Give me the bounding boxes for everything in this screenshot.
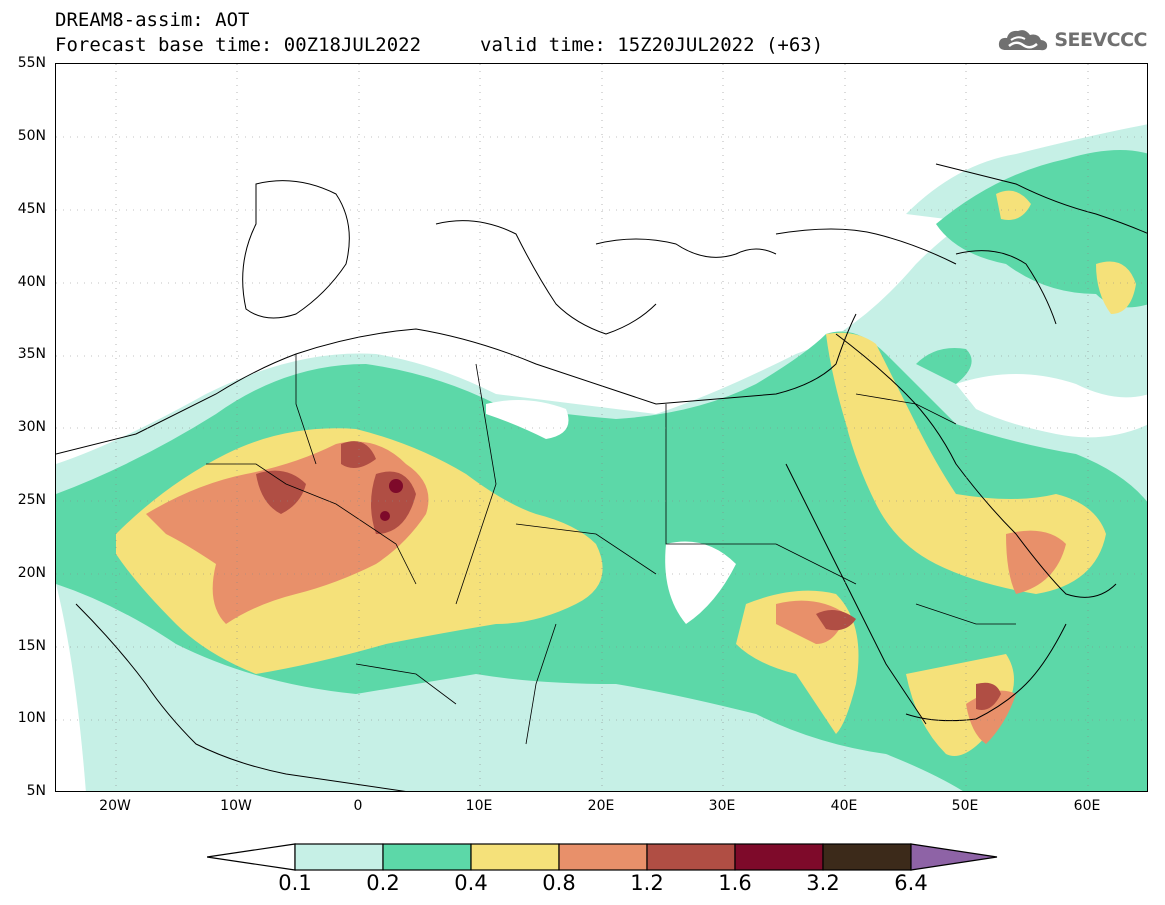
lat-label: 10N: [17, 710, 46, 726]
coastlines: [56, 163, 1147, 791]
colorbar-segment: [646, 843, 736, 871]
lon-label: 10E: [465, 798, 493, 814]
valid-time-label: valid time: 15Z20JUL2022 (+63): [480, 34, 824, 56]
lon-label: 50E: [951, 798, 979, 814]
lat-label: 20N: [17, 565, 46, 581]
lon-label: 20W: [99, 798, 131, 814]
colorbar-label: 1.2: [630, 871, 664, 895]
lat-label: 50N: [17, 128, 46, 144]
cloud-icon: [999, 30, 1048, 51]
colorbar-label: 0.8: [542, 871, 576, 895]
colorbar-segment: [294, 843, 384, 871]
colorbar-segment: [822, 843, 912, 871]
clear-areas: [486, 374, 1147, 624]
lat-label: 15N: [17, 638, 46, 654]
logo-text: SEEVCCC: [1054, 29, 1147, 51]
colorbar-label: 0.1: [278, 871, 312, 895]
lon-label: 0: [353, 798, 363, 814]
aot-level-1.6: [380, 479, 403, 521]
lat-label: 35N: [17, 346, 46, 362]
colorbar: [206, 843, 999, 875]
colorbar-segment: [558, 843, 648, 871]
lon-label: 20E: [587, 798, 615, 814]
colorbar-label: 6.4: [894, 871, 928, 895]
borders: [206, 354, 1016, 745]
lon-label: 60E: [1073, 798, 1101, 814]
seevccc-logo: SEEVCCC: [996, 26, 1147, 54]
colorbar-under-triangle: [206, 843, 296, 871]
lon-label: 10W: [220, 798, 252, 814]
colorbar-svg: [206, 843, 998, 871]
lat-label: 45N: [17, 201, 46, 217]
colorbar-segment: [734, 843, 824, 871]
lat-label: 5N: [26, 783, 46, 799]
lat-label: 30N: [17, 419, 46, 435]
map-canvas: [56, 64, 1147, 791]
colorbar-over-triangle: [910, 843, 998, 871]
aot-map: [55, 63, 1148, 792]
map-title: DREAM8-assim: AOT: [55, 9, 250, 31]
colorbar-label: 3.2: [806, 871, 840, 895]
colorbar-segment: [382, 843, 472, 871]
lon-label: 30E: [708, 798, 736, 814]
lat-label: 55N: [17, 55, 46, 71]
lon-label: 40E: [830, 798, 858, 814]
base-time-label: Forecast base time: 00Z18JUL2022: [55, 34, 422, 56]
colorbar-label: 0.2: [366, 871, 400, 895]
lat-label: 40N: [17, 274, 46, 290]
graticule: [56, 64, 1147, 791]
lat-label: 25N: [17, 492, 46, 508]
colorbar-segment: [470, 843, 560, 871]
colorbar-label: 1.6: [718, 871, 752, 895]
colorbar-label: 0.4: [454, 871, 488, 895]
aot-level-1.2: [256, 441, 1001, 710]
